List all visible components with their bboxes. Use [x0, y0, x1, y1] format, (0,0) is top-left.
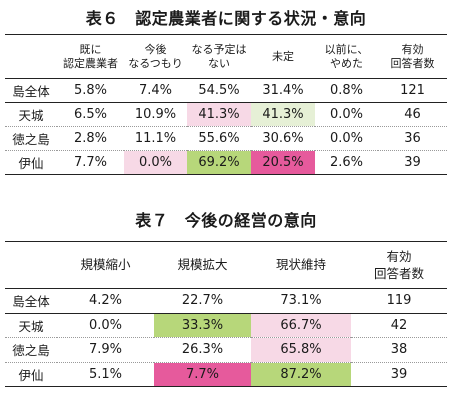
table6: 既に 認定農業者 今後 なるつもり なる予定は ない 未定 以前に、 やめた 有効 回答者… — [5, 34, 447, 175]
table6-corner — [5, 34, 57, 79]
table-cell: 65.8% — [251, 337, 351, 363]
table7-header-shrink: 規模縮小 — [57, 241, 154, 289]
row-label: 伊仙 — [5, 150, 57, 175]
table-cell: 119 — [351, 288, 447, 314]
table-cell: 2.8% — [57, 126, 124, 151]
table-row: 徳之島 7.9% 26.3% 65.8% 38 — [5, 337, 447, 363]
table6-header-quit: 以前に、 やめた — [315, 34, 378, 79]
table6-header-row: 既に 認定農業者 今後 なるつもり なる予定は ない 未定 以前に、 やめた 有効 回答者… — [5, 34, 447, 79]
table-cell: 6.5% — [57, 102, 124, 127]
table-cell: 4.2% — [57, 288, 154, 314]
table-cell: 41.3% — [251, 102, 315, 127]
table-cell: 7.9% — [57, 337, 154, 363]
table7-title: 表７ 今後の経営の意向 — [135, 211, 317, 230]
table-cell: 87.2% — [251, 362, 351, 387]
table-cell: 73.1% — [251, 288, 351, 314]
table-cell: 2.6% — [315, 150, 378, 175]
table-cell: 10.9% — [124, 102, 187, 127]
table-cell: 20.5% — [251, 150, 315, 175]
table7-header-row: 規模縮小 規模拡大 現状維持 有効 回答者数 — [5, 241, 447, 289]
table-cell: 5.1% — [57, 362, 154, 387]
table-row: 伊仙 5.1% 7.7% 87.2% 39 — [5, 362, 447, 387]
row-label: 徳之島 — [5, 126, 57, 151]
table-cell: 36 — [378, 126, 447, 151]
table7-corner — [5, 241, 57, 289]
table-cell: 5.8% — [57, 78, 124, 103]
table-cell: 7.7% — [57, 150, 124, 175]
table-row: 伊仙 7.7% 0.0% 69.2% 20.5% 2.6% 39 — [5, 150, 447, 175]
table6-title: 表６ 認定農業者に関する状況・意向 — [85, 9, 367, 28]
row-label: 天城 — [5, 102, 57, 127]
table-row: 島全体 4.2% 22.7% 73.1% 119 — [5, 288, 447, 314]
table-cell: 54.5% — [187, 78, 251, 103]
table6-header-no-plan: なる予定は ない — [187, 34, 251, 79]
row-label: 島全体 — [5, 78, 57, 103]
table6-header-already: 既に 認定農業者 — [57, 34, 124, 79]
row-label: 島全体 — [5, 288, 57, 314]
table7: 規模縮小 規模拡大 現状維持 有効 回答者数 島全体 4.2% 22.7% 73.… — [5, 241, 447, 387]
table-cell: 0.0% — [57, 313, 154, 338]
table-row: 徳之島 2.8% 11.1% 55.6% 30.6% 0.0% 36 — [5, 126, 447, 151]
table-cell: 38 — [351, 337, 447, 363]
table-cell: 55.6% — [187, 126, 251, 151]
table6-header-respondents: 有効 回答者数 — [378, 34, 447, 79]
table-cell: 31.4% — [251, 78, 315, 103]
table-cell: 39 — [378, 150, 447, 175]
table-row: 天城 0.0% 33.3% 66.7% 42 — [5, 313, 447, 338]
table-cell: 0.0% — [124, 150, 187, 175]
table-cell: 39 — [351, 362, 447, 387]
table-cell: 0.0% — [315, 102, 378, 127]
table-row: 天城 6.5% 10.9% 41.3% 41.3% 0.0% 46 — [5, 102, 447, 127]
table-cell: 33.3% — [154, 313, 251, 338]
table-cell: 11.1% — [124, 126, 187, 151]
table-cell: 30.6% — [251, 126, 315, 151]
table-row: 島全体 5.8% 7.4% 54.5% 31.4% 0.8% 121 — [5, 78, 447, 103]
table-cell: 69.2% — [187, 150, 251, 175]
table7-header-maintain: 現状維持 — [251, 241, 351, 289]
table-cell: 7.4% — [124, 78, 187, 103]
table-cell: 121 — [378, 78, 447, 103]
table-cell: 22.7% — [154, 288, 251, 314]
table-cell: 41.3% — [187, 102, 251, 127]
table-cell: 0.8% — [315, 78, 378, 103]
table6-header-undecided: 未定 — [251, 34, 315, 79]
table6-header-will-become: 今後 なるつもり — [124, 34, 187, 79]
table7-header-expand: 規模拡大 — [154, 241, 251, 289]
table7-header-respondents: 有効 回答者数 — [351, 241, 447, 289]
table-cell: 42 — [351, 313, 447, 338]
row-label: 天城 — [5, 313, 57, 338]
table-cell: 0.0% — [315, 126, 378, 151]
table-cell: 66.7% — [251, 313, 351, 338]
table-cell: 46 — [378, 102, 447, 127]
row-label: 徳之島 — [5, 337, 57, 363]
table-cell: 7.7% — [154, 362, 251, 387]
row-label: 伊仙 — [5, 362, 57, 387]
table-cell: 26.3% — [154, 337, 251, 363]
